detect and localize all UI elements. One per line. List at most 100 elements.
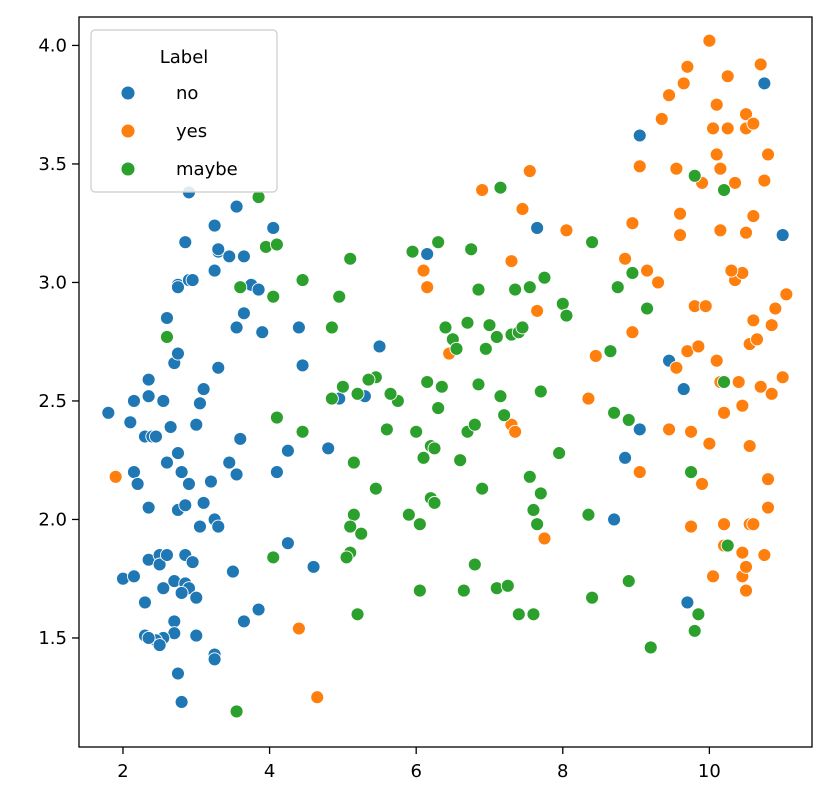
data-point-no xyxy=(174,585,189,600)
data-point-maybe xyxy=(266,550,281,565)
data-point-yes xyxy=(673,206,688,221)
data-point-maybe xyxy=(607,405,622,420)
data-point-maybe xyxy=(585,235,600,250)
data-point-yes xyxy=(717,517,731,532)
data-point-maybe xyxy=(233,280,248,295)
legend-box xyxy=(90,29,278,193)
data-point-no xyxy=(680,595,695,610)
data-point-maybe xyxy=(691,607,706,622)
data-point-yes xyxy=(662,422,677,437)
data-point-maybe xyxy=(346,455,361,470)
data-point-yes xyxy=(669,161,684,176)
data-point-yes xyxy=(537,531,552,546)
data-point-no xyxy=(229,467,244,482)
data-point-maybe xyxy=(368,481,383,496)
data-point-no xyxy=(141,631,156,645)
data-point-maybe xyxy=(361,372,376,387)
data-point-no xyxy=(530,220,545,235)
data-point-maybe xyxy=(555,296,570,311)
data-point-no xyxy=(174,465,189,480)
data-point-no xyxy=(167,614,182,629)
data-point-yes xyxy=(508,424,523,439)
data-point-maybe xyxy=(427,441,442,456)
data-point-no xyxy=(207,218,222,233)
data-point-maybe xyxy=(269,237,284,252)
data-point-maybe xyxy=(643,640,658,655)
data-point-no xyxy=(138,595,152,610)
data-point-maybe xyxy=(350,386,365,401)
data-point-no xyxy=(178,235,193,250)
data-point-no xyxy=(101,405,116,420)
data-point-no xyxy=(222,249,237,264)
data-point-yes xyxy=(698,299,713,314)
data-point-maybe xyxy=(266,289,281,304)
legend-marker-yes xyxy=(120,123,136,139)
data-point-yes xyxy=(625,216,640,231)
data-point-no xyxy=(174,695,189,709)
data-point-maybe xyxy=(482,318,497,333)
data-point-yes xyxy=(640,263,655,278)
data-point-maybe xyxy=(533,384,548,399)
data-point-maybe xyxy=(383,386,398,401)
legend-label-maybe: maybe xyxy=(176,159,238,180)
data-point-yes xyxy=(739,225,753,240)
y-tick-label: 4.0 xyxy=(38,35,67,56)
data-point-no xyxy=(160,548,174,562)
data-point-maybe xyxy=(497,408,512,423)
data-point-maybe xyxy=(559,308,574,323)
data-point-maybe xyxy=(581,507,596,522)
data-point-yes xyxy=(761,500,775,515)
data-point-yes xyxy=(728,175,742,190)
data-point-yes xyxy=(416,263,431,278)
data-point-maybe xyxy=(412,517,427,532)
legend-title: Label xyxy=(160,47,209,68)
x-tick-label: 2 xyxy=(117,761,128,782)
legend-label-yes: yes xyxy=(176,121,207,142)
data-point-maybe xyxy=(489,330,504,344)
data-point-no xyxy=(269,465,284,480)
data-point-maybe xyxy=(460,315,475,330)
data-point-no xyxy=(123,415,138,430)
data-point-no xyxy=(229,320,244,335)
data-point-yes xyxy=(420,280,435,295)
data-point-maybe xyxy=(467,557,482,572)
data-point-yes xyxy=(625,325,640,340)
y-tick-label: 3.0 xyxy=(38,272,67,293)
data-point-yes xyxy=(717,405,731,420)
data-point-yes xyxy=(768,301,783,316)
data-point-maybe xyxy=(530,517,545,532)
data-point-maybe xyxy=(610,280,625,295)
data-point-yes xyxy=(739,583,753,598)
data-point-yes xyxy=(764,318,779,333)
data-point-maybe xyxy=(526,607,541,622)
data-point-maybe xyxy=(717,183,731,197)
data-point-maybe xyxy=(522,280,537,295)
data-point-yes xyxy=(709,353,724,368)
data-point-no xyxy=(632,128,647,143)
data-point-yes xyxy=(291,621,306,636)
data-point-maybe xyxy=(621,574,636,589)
data-point-maybe xyxy=(475,481,490,496)
data-point-yes xyxy=(746,116,761,131)
data-point-yes xyxy=(735,398,750,413)
data-point-maybe xyxy=(471,377,486,392)
data-point-maybe xyxy=(346,507,361,522)
data-point-no xyxy=(233,431,248,446)
data-point-maybe xyxy=(640,301,655,316)
data-point-maybe xyxy=(720,538,735,553)
data-point-yes xyxy=(753,57,768,72)
data-point-maybe xyxy=(687,623,702,638)
data-point-maybe xyxy=(603,344,618,359)
data-point-maybe xyxy=(464,242,479,257)
data-point-yes xyxy=(742,439,757,453)
y-axis: 1.5 2.0 2.5 3.0 3.5 4.0 xyxy=(38,35,79,649)
data-point-maybe xyxy=(409,424,424,439)
data-point-yes xyxy=(310,690,325,705)
y-tick-label: 2.5 xyxy=(38,391,67,412)
data-point-no xyxy=(141,389,156,404)
data-point-yes xyxy=(713,223,728,238)
data-point-no xyxy=(420,247,435,261)
data-point-no xyxy=(618,450,633,465)
data-point-maybe xyxy=(434,379,449,394)
data-point-no xyxy=(757,76,772,91)
